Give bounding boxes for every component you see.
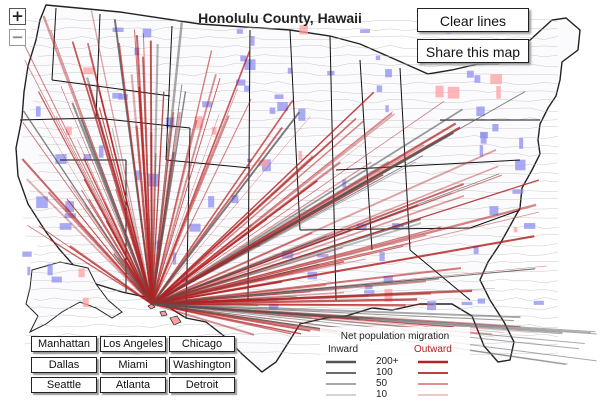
city-button-manhattan[interactable]: Manhattan: [31, 336, 97, 352]
city-button-chicago[interactable]: Chicago: [169, 336, 235, 352]
legend-inward-label: Inward: [328, 344, 359, 355]
legend-swatches: [326, 360, 448, 396]
legend: Net population migration Inward Outward …: [320, 327, 470, 402]
city-button-atlanta[interactable]: Atlanta: [100, 377, 166, 393]
legend-outward-label: Outward: [414, 344, 452, 355]
hawaii-islands: [147, 303, 182, 326]
city-button-miami[interactable]: Miami: [100, 357, 166, 373]
clear-lines-button[interactable]: Clear lines: [417, 8, 529, 32]
city-button-seattle[interactable]: Seattle: [31, 377, 97, 393]
city-button-detroit[interactable]: Detroit: [169, 377, 235, 393]
zoom-in-button[interactable]: +: [9, 8, 26, 25]
city-button-los-angeles[interactable]: Los Angeles: [100, 336, 166, 352]
city-button-washington[interactable]: Washington: [169, 357, 235, 373]
legend-level-100: 100: [376, 367, 393, 378]
legend-level-10: 10: [376, 389, 388, 400]
city-button-dallas[interactable]: Dallas: [31, 357, 97, 373]
share-map-button[interactable]: Share this map: [417, 39, 529, 63]
zoom-out-button[interactable]: −: [9, 29, 26, 46]
map-title: Honolulu County, Hawaii: [198, 10, 362, 26]
legend-title: Net population migration: [340, 331, 450, 342]
legend-level-200: 200+: [376, 356, 399, 367]
legend-level-50: 50: [376, 378, 388, 389]
migration-lines: [21, 10, 597, 366]
